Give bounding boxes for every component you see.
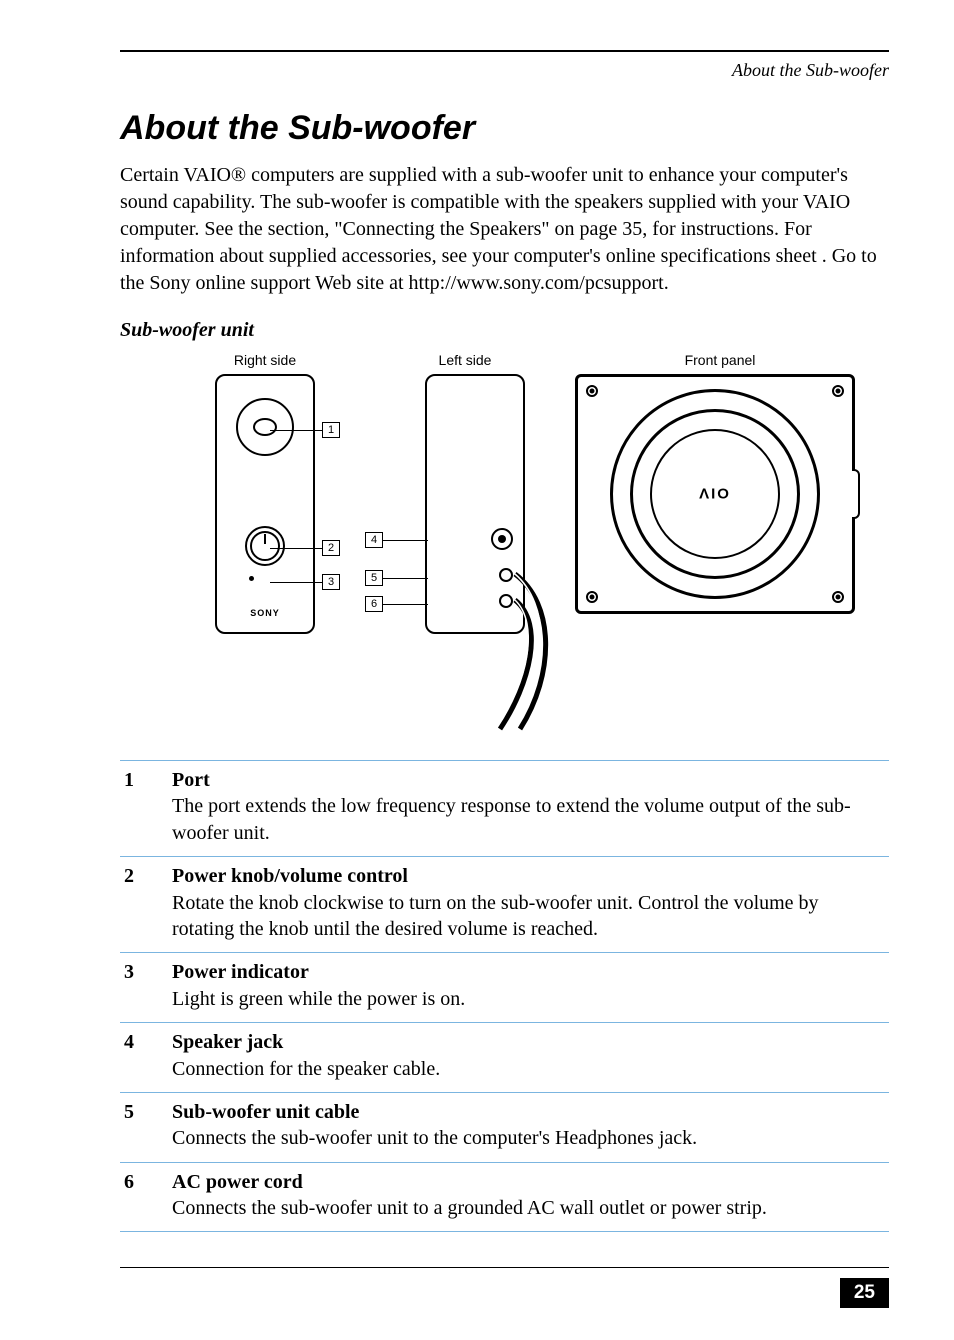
def-body: Connects the sub-woofer unit to a ground… [172,1197,767,1219]
def-body: The port extends the low frequency respo… [172,795,851,843]
callout-2: 2 [270,540,340,556]
figure: Right side Left side Front panel SONY 1 … [120,352,889,734]
table-row: 3Power indicator Light is green while the… [120,953,889,1023]
def-body: Rotate the knob clockwise to turn on the… [172,892,819,940]
def-number: 6 [120,1162,168,1232]
def-body: Connection for the speaker cable. [172,1058,440,1080]
power-led-icon [249,576,254,581]
screw-icon [586,385,598,397]
subwoofer-front-body: ΛIO [575,374,855,614]
breadcrumb: About the Sub-woofer [120,60,889,81]
def-content: Speaker jack Connection for the speaker c… [168,1023,889,1093]
def-term: Speaker jack [172,1031,283,1053]
speaker-jack-icon [491,528,513,550]
def-content: Power indicator Light is green while the … [168,953,889,1023]
table-row: 1Port The port extends the low frequency … [120,761,889,857]
callout-1: 1 [270,422,340,438]
panel-left-side: 4 5 6 [355,374,575,734]
page-title: About the Sub-woofer [120,109,889,148]
screw-icon [832,591,844,603]
header-rule [120,50,889,52]
panel-label-right: Right side [175,352,355,368]
def-term: Power knob/volume control [172,865,408,887]
footer-rule [120,1267,889,1268]
table-row: 5Sub-woofer unit cable Connects the sub-w… [120,1092,889,1162]
def-number: 5 [120,1092,168,1162]
def-number: 3 [120,953,168,1023]
brand-label: SONY [217,608,313,618]
panel-front: ΛIO [575,374,865,614]
table-row: 2Power knob/volume control Rotate the kno… [120,857,889,953]
def-content: Sub-woofer unit cable Connects the sub-wo… [168,1092,889,1162]
vaio-logo: ΛIO [699,486,731,503]
screw-icon [832,385,844,397]
page-number: 25 [840,1278,889,1308]
def-body: Light is green while the power is on. [172,988,465,1010]
def-number: 2 [120,857,168,953]
def-term: Power indicator [172,961,309,983]
screw-icon [586,591,598,603]
def-body: Connects the sub-woofer unit to the comp… [172,1127,697,1149]
page-footer: 25 [840,1278,889,1308]
figure-caption: Sub-woofer unit [120,319,889,342]
table-row: 6AC power cord Connects the sub-woofer un… [120,1162,889,1232]
def-term: Sub-woofer unit cable [172,1101,359,1123]
def-content: Port The port extends the low frequency r… [168,761,889,857]
def-content: Power knob/volume control Rotate the knob… [168,857,889,953]
power-cable-exit-icon [499,594,513,608]
callout-4: 4 [365,532,428,548]
def-content: AC power cord Connects the sub-woofer uni… [168,1162,889,1232]
def-term: AC power cord [172,1171,303,1193]
callout-5: 5 [365,570,428,586]
subwoofer-left-body [425,374,525,634]
panel-label-left: Left side [355,352,575,368]
panel-right-side: SONY 1 2 3 [175,374,355,634]
callout-3: 3 [270,574,340,590]
def-number: 1 [120,761,168,857]
intro-paragraph: Certain VAIO® computers are supplied wit… [120,162,889,297]
subwoofer-right-body: SONY [215,374,315,634]
definition-table: 1Port The port extends the low frequency … [120,760,889,1232]
def-number: 4 [120,1023,168,1093]
def-term: Port [172,769,210,791]
table-row: 4Speaker jack Connection for the speaker … [120,1023,889,1093]
cable-exit-icon [499,568,513,582]
side-tab-icon [852,469,860,519]
panel-label-front: Front panel [575,352,865,368]
callout-6: 6 [365,596,428,612]
